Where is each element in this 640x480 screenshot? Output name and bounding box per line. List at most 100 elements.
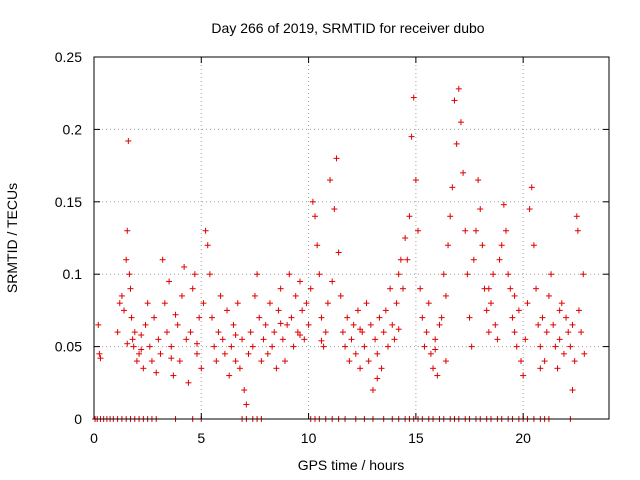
data-point [425,300,432,307]
data-point [365,358,372,365]
data-point [241,387,248,394]
data-point [131,329,138,336]
data-point [339,329,346,336]
data-point [172,311,179,318]
data-point [335,249,342,256]
data-point [545,292,552,299]
data-point [563,314,570,321]
data-point [114,329,121,336]
data-point [140,365,147,372]
data-point [198,365,205,372]
data-point [477,206,484,213]
data-point [515,307,522,314]
grid [94,57,609,419]
data-point [494,336,501,343]
data-point [247,329,254,336]
data-point [503,227,509,234]
data-point [565,329,572,336]
data-point [404,256,411,263]
data-point [432,336,439,343]
data-point [438,314,445,321]
x-tick-labels: 0 5 10 15 20 [90,430,531,446]
data-point [466,314,473,321]
data-point [578,329,585,336]
data-point [410,94,417,101]
data-points [92,85,588,422]
data-point [460,169,467,176]
data-point [297,332,303,339]
data-point [369,387,376,394]
data-point [554,365,561,372]
data-point [524,300,531,307]
data-point [348,336,355,343]
x-tick-label: 10 [301,430,317,446]
data-point [266,300,273,307]
data-point [556,307,563,314]
data-point [168,355,175,362]
data-point [209,314,216,321]
data-point [273,365,280,372]
data-point [136,350,143,357]
data-point [569,321,576,328]
data-point [361,343,368,350]
data-point [327,177,334,184]
data-point [260,336,267,343]
data-point [406,213,413,220]
data-point [174,321,181,328]
data-point [415,227,422,234]
data-point [352,350,359,357]
data-point [548,271,555,278]
y-tick-labels: 0 0.05 0.1 0.15 0.2 0.25 [55,49,82,427]
data-point [462,227,469,234]
data-point [118,292,125,299]
data-point [539,314,546,321]
data-point [96,350,103,357]
data-point [303,300,310,307]
data-point [442,358,449,365]
data-point [400,285,406,292]
data-point [445,242,452,249]
data-point [475,177,482,184]
data-point [194,350,200,357]
data-point [301,336,308,343]
data-point [228,343,235,350]
data-point [440,271,447,278]
data-point [161,300,168,307]
data-point [391,336,398,343]
data-point [412,177,419,184]
data-point [483,307,490,314]
y-tick-label: 0 [74,411,82,427]
data-point [380,329,387,336]
data-point [307,285,314,292]
data-point [217,292,224,299]
data-point [569,387,576,394]
data-point [417,285,424,292]
y-tick-label: 0.2 [63,121,83,137]
data-point [567,343,574,350]
data-point [395,271,402,278]
data-point [183,336,190,343]
data-point [537,365,544,372]
data-point [397,256,404,263]
plot-frame [93,56,610,420]
data-point [498,242,505,249]
data-point [181,263,188,270]
data-point [221,350,228,357]
data-point [575,307,582,314]
data-point [126,271,133,278]
data-point [505,271,512,278]
data-point [384,343,391,350]
data-point [455,85,462,92]
chart-title: Day 266 of 2019, SRMTID for receiver dub… [211,20,484,36]
data-point [191,271,198,278]
data-point [550,321,557,328]
data-point [281,358,288,365]
y-axis-label: SRMTID / TECUs [4,183,20,293]
x-tick-label: 20 [515,430,531,446]
data-point [226,372,233,379]
data-point [243,401,250,408]
data-point [530,242,537,249]
data-point [337,292,344,299]
data-point [163,329,170,336]
